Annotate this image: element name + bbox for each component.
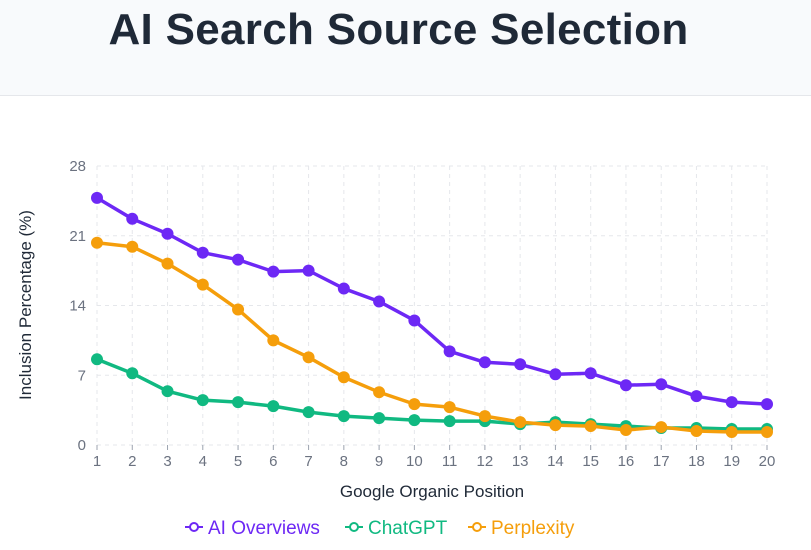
data-point[interactable] [337,282,350,295]
x-tick-label: 5 [234,453,242,470]
data-point[interactable] [232,253,245,266]
y-tick-label: 28 [69,158,86,175]
series-perplexity [91,236,773,439]
x-tick-label: 16 [618,453,635,470]
legend-label: ChatGPT [368,518,448,539]
legend-item[interactable]: AI Overviews [185,518,320,539]
data-point[interactable] [725,396,738,409]
data-point[interactable] [126,367,139,380]
data-point[interactable] [443,345,456,358]
legend-marker-icon [349,522,359,532]
data-point[interactable] [161,385,174,398]
data-point[interactable] [337,410,350,423]
data-point[interactable] [443,415,456,428]
data-point[interactable] [91,353,103,366]
data-point[interactable] [267,400,280,413]
data-point[interactable] [267,265,280,278]
legend[interactable]: AI Overviews ChatGPT Perplexity [185,518,575,539]
series-line [95,196,769,406]
data-point[interactable] [619,424,632,437]
series-line [95,357,769,431]
x-tick-label: 12 [477,453,494,470]
x-tick-label: 9 [375,453,383,470]
legend-label: Perplexity [491,518,575,539]
data-point[interactable] [655,378,668,391]
grid-lines [96,165,768,450]
y-tick-label: 21 [69,228,86,245]
data-point[interactable] [408,314,421,327]
data-point[interactable] [549,368,562,381]
data-point[interactable] [443,401,456,414]
x-tick-label: 14 [547,453,564,470]
data-point[interactable] [478,410,491,423]
legend-item[interactable]: ChatGPT [345,518,448,539]
data-point[interactable] [584,367,597,380]
data-point[interactable] [619,379,632,392]
data-point[interactable] [302,264,315,277]
series-ai-overviews [91,191,773,411]
data-point[interactable] [408,414,421,427]
data-point[interactable] [126,212,139,225]
header-banner: AI Search Source Selection [0,0,811,96]
x-tick-label: 18 [688,453,705,470]
data-point[interactable] [337,371,350,384]
y-axis-title: Inclusion Percentage (%) [16,210,35,400]
page-title: AI Search Source Selection [108,5,689,54]
x-tick-label: 19 [723,453,740,470]
x-tick-label: 11 [442,453,458,470]
x-tick-label: 6 [269,453,277,470]
x-tick-label: 13 [512,453,529,470]
data-point[interactable] [91,191,103,204]
x-tick-label: 10 [406,453,423,470]
data-point[interactable] [302,406,315,419]
data-point[interactable] [196,278,209,291]
data-point[interactable] [690,390,703,403]
series-lines [91,191,773,439]
data-point[interactable] [690,425,703,438]
legend-label: AI Overviews [208,518,320,539]
legend-item[interactable]: Perplexity [468,518,575,539]
x-tick-label: 8 [340,453,348,470]
data-point[interactable] [514,358,527,371]
y-tick-label: 0 [78,437,86,454]
data-point[interactable] [514,416,527,429]
data-point[interactable] [549,419,562,432]
x-tick-label: 15 [582,453,599,470]
x-tick-label: 4 [199,453,207,470]
y-tick-label: 7 [78,367,86,384]
data-point[interactable] [373,412,386,425]
series-chatgpt [91,353,773,436]
x-tick-label: 17 [653,453,670,470]
data-point[interactable] [761,398,773,411]
x-tick-label: 3 [163,453,171,470]
data-point[interactable] [408,398,421,411]
data-point[interactable] [161,257,174,270]
legend-marker-icon [472,522,482,532]
data-point[interactable] [267,334,280,347]
data-point[interactable] [161,227,174,240]
data-point[interactable] [232,396,245,409]
data-point[interactable] [302,351,315,364]
x-tick-label: 20 [759,453,776,470]
data-point[interactable] [232,303,245,316]
legend-marker-icon [189,522,199,532]
data-point[interactable] [761,426,773,439]
data-point[interactable] [196,394,209,407]
data-point[interactable] [655,421,668,434]
data-point[interactable] [126,240,139,253]
x-tick-label: 7 [304,453,312,470]
x-tick-label: 1 [93,453,101,470]
y-tick-label: 14 [69,298,86,315]
data-point[interactable] [478,356,491,369]
data-point[interactable] [373,295,386,308]
data-point[interactable] [196,246,209,259]
x-axis-title: Google Organic Position [340,482,524,501]
data-point[interactable] [584,420,597,433]
data-point[interactable] [91,236,103,249]
x-tick-label: 2 [128,453,136,470]
data-point[interactable] [373,386,386,399]
data-point[interactable] [725,426,738,439]
